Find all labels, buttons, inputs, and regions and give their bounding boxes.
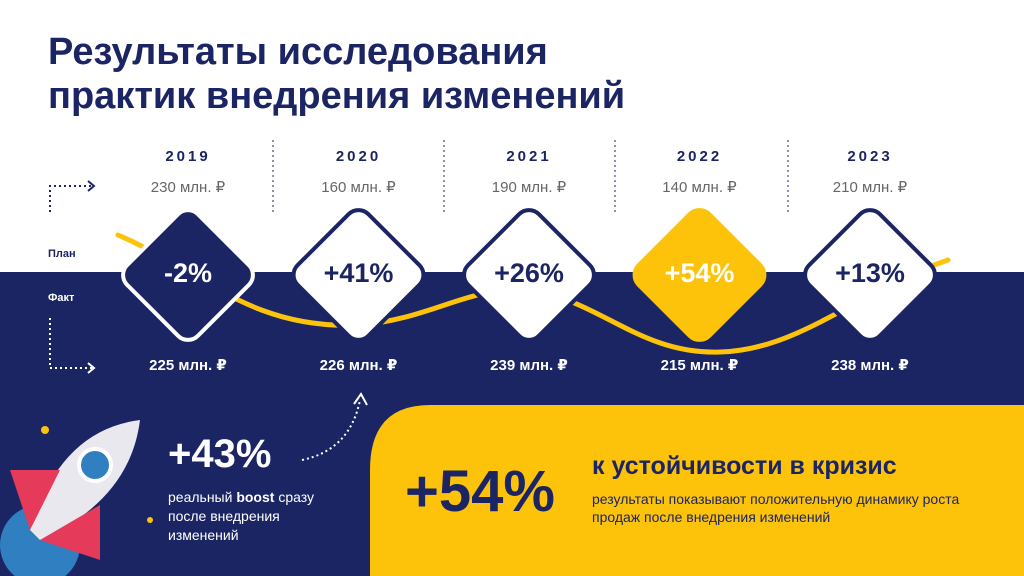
diamond <box>291 208 426 342</box>
boost-text-end: сразу после внедрения изменений <box>168 489 315 543</box>
diamonds <box>121 208 937 342</box>
plan-value: 140 млн. ₽ <box>662 179 737 196</box>
resilience-value: +54% <box>405 459 555 524</box>
change-value: -2% <box>163 258 212 288</box>
row-arrows <box>49 180 368 461</box>
plan-value: 210 млн. ₽ <box>832 179 908 196</box>
fact-value: 215 млн. ₽ <box>660 357 739 374</box>
plan-label: План <box>48 248 76 260</box>
diamond <box>462 208 596 342</box>
fact-label: Факт <box>48 292 75 304</box>
yellow-panel <box>370 405 1024 576</box>
title-line: практик внедрения изменений <box>48 75 626 117</box>
fact-value: 238 млн. ₽ <box>831 357 909 374</box>
title: Результаты исследования практик внедрени… <box>48 30 625 118</box>
change-value: +26% <box>494 258 564 288</box>
fact-value: 239 млн. ₽ <box>490 357 568 374</box>
rocket <box>0 420 153 576</box>
diamond <box>803 208 937 342</box>
resilience-text: результаты показывают положительную дина… <box>592 491 960 525</box>
boost-text: реальный boost сразу после внедрения изм… <box>168 488 343 545</box>
plan-value: 190 млн. ₽ <box>491 179 567 196</box>
resilience-heading: к устойчивости в кризис <box>592 452 897 480</box>
fact-value: 225 млн. ₽ <box>149 357 227 374</box>
change-value: +41% <box>323 258 394 288</box>
diamond <box>632 208 767 342</box>
diamond <box>121 208 255 342</box>
year-label: 2022 <box>676 148 723 165</box>
boost-text-bold: boost <box>236 489 275 505</box>
separators <box>272 140 789 212</box>
boost-value: +43% <box>168 432 272 476</box>
year-label: 2021 <box>506 148 552 165</box>
title-line: Результаты исследования <box>48 31 548 73</box>
change-value: +13% <box>835 258 905 288</box>
plan-value: 230 млн. ₽ <box>150 179 226 196</box>
plan-value: 160 млн. ₽ <box>321 179 396 196</box>
fact-value: 226 млн. ₽ <box>319 357 398 374</box>
boost-text-start: реальный <box>168 489 233 505</box>
change-value: +54% <box>664 258 735 288</box>
year-label: 2020 <box>335 148 382 165</box>
year-label: 2023 <box>847 148 893 165</box>
year-label: 2019 <box>165 148 211 165</box>
